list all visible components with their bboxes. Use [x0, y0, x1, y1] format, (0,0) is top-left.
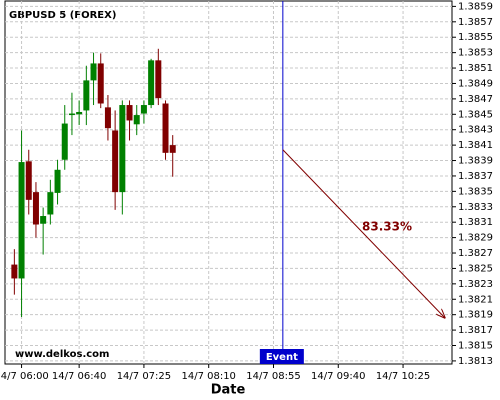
y-tick-label: 1.3845: [458, 109, 493, 120]
candle-body: [97, 63, 104, 104]
x-tick-label: 14/7 09:40: [311, 371, 365, 382]
y-tick-label: 1.3839: [458, 156, 493, 167]
candle-body: [61, 123, 68, 160]
x-tick-label: 14/7 06:40: [52, 371, 106, 382]
y-tick-label: 1.3821: [458, 294, 493, 305]
candle-body: [104, 107, 111, 129]
plot-frame: [4, 0, 453, 365]
candle-body: [119, 105, 126, 193]
y-tick-label: 1.3831: [458, 217, 493, 228]
projection-label: 83.33%: [362, 220, 412, 234]
y-tick-label: 1.3837: [458, 171, 493, 182]
y-tick-label: 1.3823: [458, 279, 493, 290]
candle-body: [40, 216, 47, 224]
y-tick-label: 1.3857: [458, 17, 493, 28]
candle-body: [47, 192, 54, 215]
candle-body: [112, 130, 119, 193]
candle-body: [155, 60, 162, 99]
y-tick-label: 1.3835: [458, 186, 493, 197]
candle-body: [83, 80, 90, 111]
x-tick-label: 14/7 08:10: [181, 371, 235, 382]
candle-body: [169, 145, 176, 153]
candle-body: [90, 63, 97, 81]
x-tick-label: 14/7 10:25: [376, 371, 430, 382]
candle-body: [68, 113, 75, 116]
candle-body: [25, 161, 32, 200]
y-tick-label: 1.3859: [458, 1, 493, 12]
y-tick-label: 1.3825: [458, 263, 493, 274]
candle-body: [148, 60, 155, 106]
y-tick-label: 1.3829: [458, 233, 493, 244]
y-tick-label: 1.3815: [458, 341, 493, 352]
y-tick-label: 1.3817: [458, 325, 493, 336]
candle-body: [162, 103, 169, 153]
y-tick-label: 1.3827: [458, 248, 493, 259]
y-tick-label: 1.3849: [458, 78, 493, 89]
candle-body: [133, 115, 140, 125]
chart-title: GBPUSD 5 (FOREX): [9, 10, 116, 21]
candle-body: [18, 162, 25, 279]
y-tick-label: 1.3813: [458, 356, 493, 367]
y-tick-label: 1.3843: [458, 125, 493, 136]
candle-body: [11, 264, 18, 279]
watermark: www.delkos.com: [15, 349, 109, 360]
y-tick-label: 1.3847: [458, 94, 493, 105]
candle-body: [32, 192, 39, 225]
y-tick-label: 1.3851: [458, 63, 493, 74]
projection-arrow: [282, 149, 445, 318]
candle-body: [76, 111, 83, 115]
y-tick-label: 1.3853: [458, 48, 493, 59]
x-tick-label: 14/7 06:00: [0, 371, 49, 382]
y-tick-label: 1.3833: [458, 202, 493, 213]
candle-body: [126, 105, 133, 121]
candle-body: [54, 169, 61, 193]
x-axis-label: Date: [211, 383, 246, 398]
event-box: [259, 349, 304, 364]
y-tick-label: 1.3819: [458, 310, 493, 321]
y-tick-label: 1.3855: [458, 32, 493, 43]
y-tick-label: 1.3841: [458, 140, 493, 151]
x-tick-label: 14/7 07:25: [117, 371, 171, 382]
event-label: Event: [266, 352, 298, 363]
candle-body: [140, 105, 147, 114]
x-tick-label: 14/7 08:55: [246, 371, 300, 382]
